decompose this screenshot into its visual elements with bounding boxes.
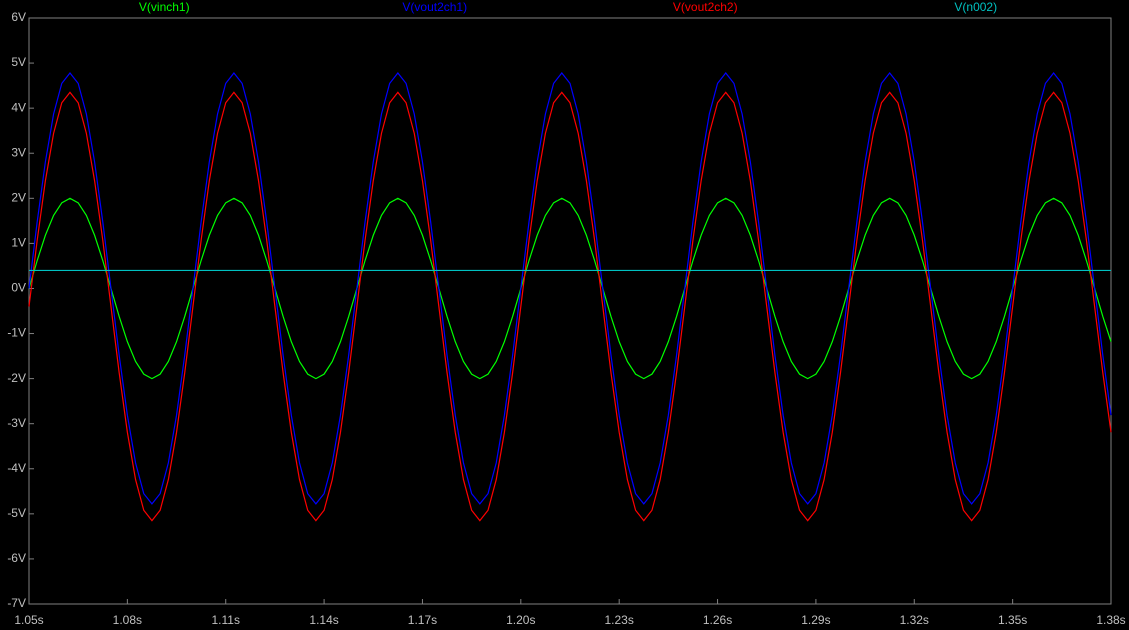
y-tick-label: 1V	[11, 236, 26, 250]
x-tick-label: 1.38s	[1096, 613, 1125, 627]
series-line	[28, 72, 1112, 505]
y-tick-label: -3V	[7, 416, 26, 430]
y-tick-label: -4V	[7, 461, 26, 475]
x-tick-label: 1.32s	[900, 613, 929, 627]
x-tick-label: 1.26s	[703, 613, 732, 627]
legend-entry: V(vinch1)	[139, 0, 190, 14]
x-tick-label: 1.05s	[14, 613, 43, 627]
legend-entry: V(vout2ch2)	[673, 0, 738, 14]
x-tick-label: 1.08s	[113, 613, 142, 627]
y-tick-label: -2V	[7, 371, 26, 385]
plot-frame	[28, 17, 1112, 605]
x-tick-label: 1.23s	[605, 613, 634, 627]
y-tick-label: 2V	[11, 190, 26, 204]
y-tick-label: 5V	[11, 55, 26, 69]
y-tick-label: 6V	[11, 10, 26, 24]
y-tick-label: 0V	[11, 281, 26, 295]
y-tick-label: -6V	[7, 551, 26, 565]
x-tick-label: 1.14s	[309, 613, 338, 627]
y-tick-label: 4V	[11, 100, 26, 114]
x-tick-label: 1.29s	[801, 613, 830, 627]
series-line	[28, 91, 1112, 522]
y-tick-label: 3V	[11, 145, 26, 159]
legend-entry: V(vout2ch1)	[402, 0, 467, 14]
legend-entry: V(n002)	[954, 0, 997, 14]
x-tick-label: 1.35s	[998, 613, 1027, 627]
y-tick-label: -1V	[7, 326, 26, 340]
y-tick-label: -7V	[7, 596, 26, 610]
x-tick-label: 1.20s	[506, 613, 535, 627]
x-tick-label: 1.11s	[211, 613, 239, 627]
x-tick-label: 1.17s	[408, 613, 437, 627]
y-tick-label: -5V	[7, 506, 26, 520]
